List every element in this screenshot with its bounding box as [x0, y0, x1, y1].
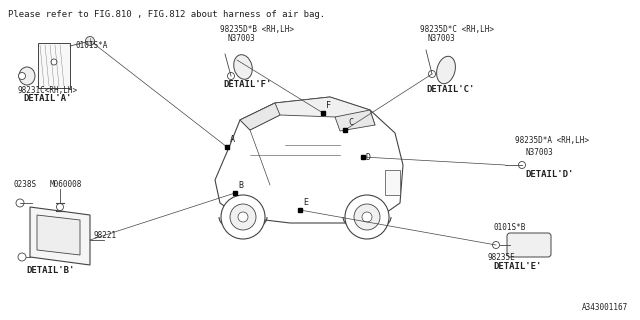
Text: 98235D*A <RH,LH>: 98235D*A <RH,LH> [515, 136, 589, 145]
Text: A: A [230, 135, 235, 144]
FancyBboxPatch shape [38, 43, 70, 88]
Text: N37003: N37003 [525, 148, 553, 157]
Circle shape [362, 212, 372, 222]
FancyBboxPatch shape [385, 170, 400, 195]
Text: M060008: M060008 [50, 180, 83, 189]
Text: 98221: 98221 [94, 231, 117, 240]
Circle shape [16, 199, 24, 207]
Circle shape [354, 204, 380, 230]
Text: N37003: N37003 [428, 34, 456, 43]
Polygon shape [240, 97, 375, 130]
Circle shape [221, 195, 265, 239]
Text: D: D [366, 153, 371, 162]
Ellipse shape [436, 56, 456, 84]
Circle shape [238, 212, 248, 222]
Circle shape [86, 36, 95, 45]
Ellipse shape [234, 55, 252, 79]
Text: E: E [303, 198, 308, 207]
Circle shape [518, 162, 525, 169]
Polygon shape [335, 110, 375, 131]
Circle shape [429, 70, 435, 77]
Text: F: F [326, 101, 331, 110]
Text: A343001167: A343001167 [582, 303, 628, 312]
Circle shape [18, 253, 26, 261]
Polygon shape [215, 97, 403, 223]
Polygon shape [30, 207, 90, 265]
Text: DETAIL'D': DETAIL'D' [525, 170, 573, 179]
Text: DETAIL'C': DETAIL'C' [426, 85, 474, 94]
Polygon shape [37, 215, 80, 255]
Circle shape [493, 242, 499, 249]
Text: DETAIL'A': DETAIL'A' [23, 94, 72, 103]
Text: DETAIL'F': DETAIL'F' [223, 80, 271, 89]
Text: N37003: N37003 [227, 34, 255, 43]
Text: Please refer to FIG.810 , FIG.812 about harness of air bag.: Please refer to FIG.810 , FIG.812 about … [8, 10, 325, 19]
Circle shape [345, 195, 389, 239]
Text: 0238S: 0238S [14, 180, 37, 189]
FancyBboxPatch shape [507, 233, 551, 257]
Text: 98235D*C <RH,LH>: 98235D*C <RH,LH> [420, 25, 494, 34]
Text: 0101S*A: 0101S*A [76, 41, 108, 50]
Text: DETAIL'B': DETAIL'B' [26, 266, 74, 275]
Polygon shape [240, 103, 280, 130]
Ellipse shape [19, 67, 35, 85]
Circle shape [19, 73, 26, 79]
Text: C: C [348, 118, 353, 127]
Text: DETAIL'E': DETAIL'E' [493, 262, 541, 271]
Text: 98235D*B <RH,LH>: 98235D*B <RH,LH> [220, 25, 294, 34]
Circle shape [230, 204, 256, 230]
Text: 98231C<RH,LH>: 98231C<RH,LH> [18, 86, 78, 95]
Text: 0101S*B: 0101S*B [493, 223, 525, 232]
Circle shape [56, 204, 63, 211]
Text: B: B [238, 181, 243, 190]
Text: 98235E: 98235E [488, 253, 516, 262]
Circle shape [227, 73, 234, 79]
Circle shape [51, 59, 57, 65]
